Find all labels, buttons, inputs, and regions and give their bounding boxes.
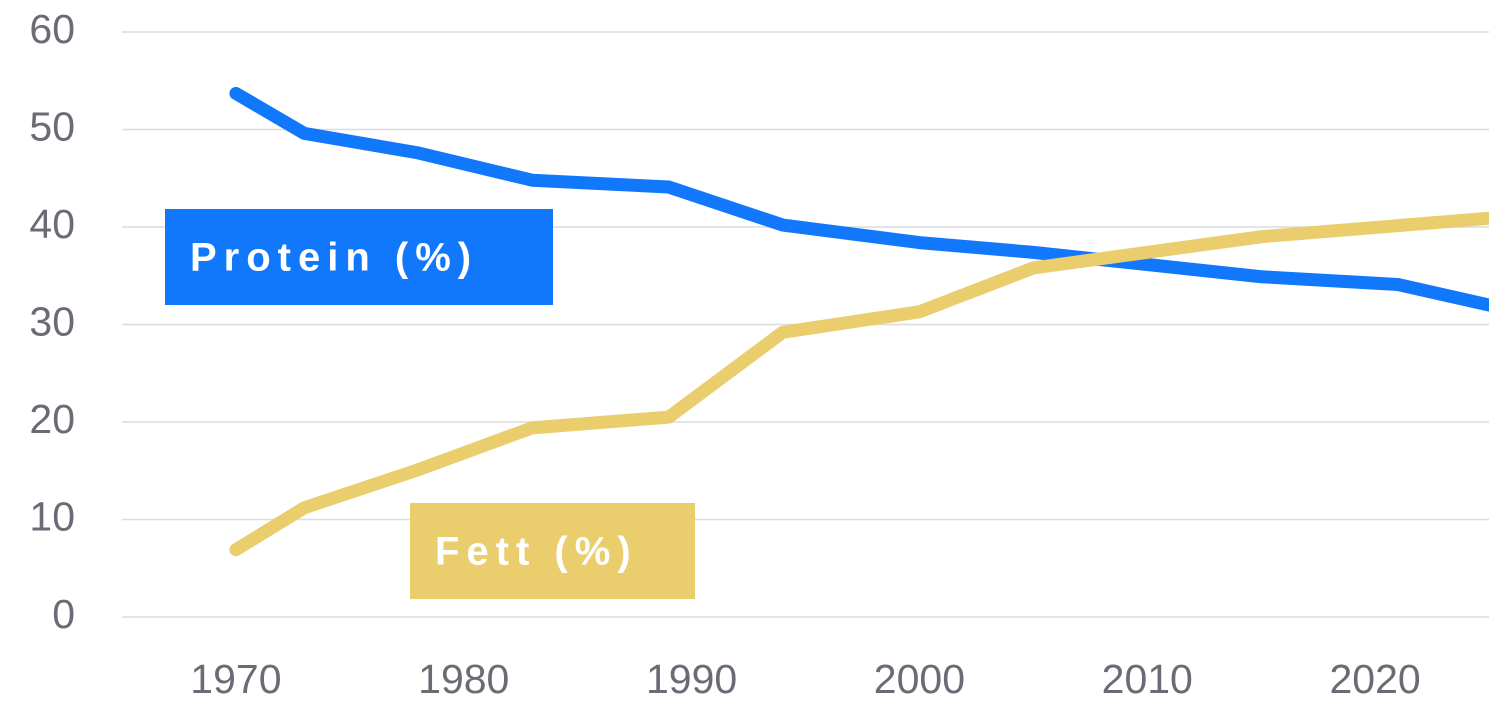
x-tick-label: 2000 [874,656,965,702]
legend-box [410,503,695,599]
y-tick-label: 10 [29,493,75,539]
x-tick-label: 1990 [646,656,737,702]
y-tick-label: 60 [29,6,75,52]
x-tick-label: 1980 [418,656,509,702]
x-tick-label: 2020 [1329,656,1420,702]
x-tick-label: 1970 [190,656,281,702]
series-line [229,86,1489,312]
y-tick-label: 40 [29,201,75,247]
series-line [229,211,1489,557]
y-tick-label: 0 [52,591,75,637]
legend-label: Protein (%) [190,236,478,280]
y-tick-label: 50 [29,103,75,149]
x-tick-label: 2010 [1102,656,1193,702]
y-tick-label: 20 [29,396,75,442]
y-tick-label: 30 [29,298,75,344]
legend-label: Fett (%) [435,530,638,574]
legend-box [165,209,553,305]
